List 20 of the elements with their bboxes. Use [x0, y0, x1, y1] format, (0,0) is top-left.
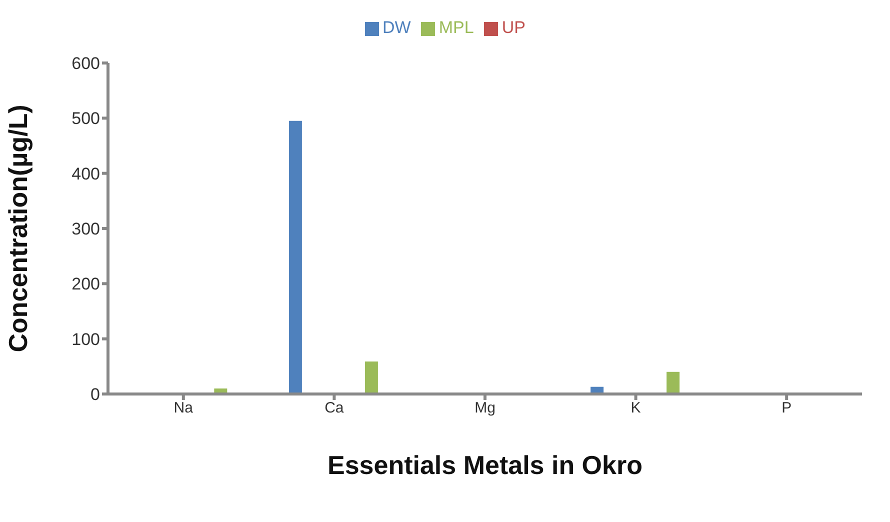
y-tick-label: 200 — [72, 274, 100, 294]
x-tick-label: Na — [174, 400, 194, 417]
y-tick-label: 100 — [72, 330, 100, 349]
legend-label: DW — [382, 18, 411, 37]
bar — [364, 361, 378, 394]
y-tick-label: 600 — [72, 54, 100, 74]
x-tick-label: P — [782, 400, 792, 417]
x-tick-label: Ca — [324, 400, 344, 417]
x-tick-label: Mg — [474, 400, 496, 417]
y-tick-label: 0 — [90, 385, 100, 404]
bar — [288, 120, 302, 394]
y-tick-label: 300 — [72, 220, 100, 239]
y-axis-title: Concentration(µg/L) — [3, 104, 34, 352]
y-tick-label: 400 — [72, 164, 100, 184]
bar — [666, 372, 680, 394]
legend-label: MPL — [438, 18, 474, 37]
x-tick-label: K — [630, 400, 641, 417]
legend-label: UP — [502, 18, 526, 37]
y-tick-label: 500 — [72, 109, 100, 128]
x-axis-title: Essentials Metals in Okro — [327, 450, 643, 480]
